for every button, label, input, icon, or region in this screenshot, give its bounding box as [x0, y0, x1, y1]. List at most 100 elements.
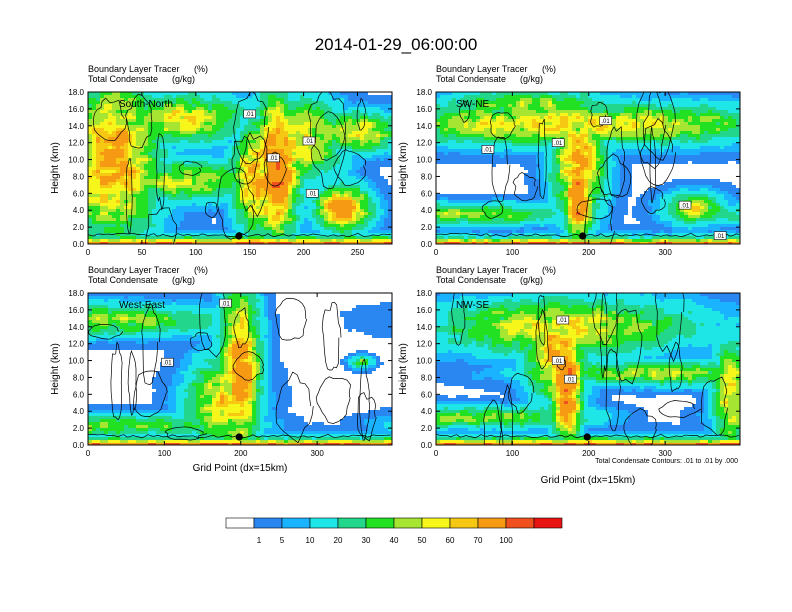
heat-cell: [116, 197, 120, 200]
heat-cell: [116, 152, 120, 155]
heat-cell: [448, 101, 452, 104]
heat-cell: [356, 152, 360, 155]
heat-cell: [344, 155, 348, 158]
heat-cell: [364, 98, 368, 101]
y-tick-label: 6.0: [73, 189, 85, 198]
heat-cell: [384, 218, 388, 221]
heat-cell: [148, 164, 152, 167]
heat-cell: [332, 215, 336, 218]
heat-cell: [352, 146, 356, 149]
x-tick-label: 150: [243, 248, 257, 257]
heat-cell: [176, 200, 180, 203]
heat-cell: [252, 230, 256, 233]
heat-cell: [104, 140, 108, 143]
heat-cell: [316, 122, 320, 125]
heat-cell: [180, 128, 184, 131]
heat-cell: [180, 221, 184, 224]
heat-cell: [208, 182, 212, 185]
heat-cell: [196, 233, 200, 236]
heat-cell: [340, 158, 344, 161]
heat-cell: [272, 146, 276, 149]
heat-cell: [724, 119, 728, 122]
heat-cell: [376, 224, 380, 227]
heat-cell: [284, 200, 288, 203]
heat-cell: [260, 164, 264, 167]
heat-cell: [352, 128, 356, 131]
heat-cell: [224, 98, 228, 101]
heat-cell: [628, 107, 632, 110]
heat-cell: [212, 239, 216, 242]
heat-cell: [124, 143, 128, 146]
heat-cell: [88, 122, 92, 125]
heat-cell: [136, 110, 140, 113]
heat-cell: [180, 218, 184, 221]
heat-cell: [124, 134, 128, 137]
heat-cell: [220, 242, 224, 244]
heat-cell: [372, 194, 376, 197]
heat-cell: [116, 149, 120, 152]
heat-cell: [688, 110, 692, 113]
heat-cell: [288, 209, 292, 212]
heat-cell: [320, 209, 324, 212]
heat-cell: [220, 206, 224, 209]
heat-cell: [280, 200, 284, 203]
heat-cell: [224, 179, 228, 182]
heat-cell: [656, 119, 660, 122]
heat-cell: [652, 104, 656, 107]
heat-cell: [168, 212, 172, 215]
heat-cell: [376, 191, 380, 194]
heat-cell: [180, 209, 184, 212]
heat-cell: [608, 128, 612, 131]
heat-cell: [320, 119, 324, 122]
heat-cell: [368, 197, 372, 200]
heat-cell: [100, 95, 104, 98]
heat-cell: [164, 224, 168, 227]
heat-cell: [372, 104, 376, 107]
heat-cell: [320, 203, 324, 206]
heat-cell: [208, 179, 212, 182]
heat-cell: [284, 230, 288, 233]
heat-cell: [200, 140, 204, 143]
heat-cell: [524, 122, 528, 125]
heat-cell: [584, 107, 588, 110]
heat-cell: [484, 116, 488, 119]
heat-cell: [144, 179, 148, 182]
heat-cell: [312, 173, 316, 176]
heat-cell: [336, 227, 340, 230]
heat-cell: [380, 98, 384, 101]
heat-cell: [308, 203, 312, 206]
heat-cell: [300, 110, 304, 113]
heat-cell: [508, 110, 512, 113]
heat-cell: [256, 107, 260, 110]
heat-cell: [192, 98, 196, 101]
heat-cell: [672, 119, 676, 122]
heat-cell: [472, 128, 476, 131]
heat-cell: [116, 233, 120, 236]
heat-cell: [280, 236, 284, 239]
heat-cell: [356, 119, 360, 122]
heat-cell: [328, 143, 332, 146]
heat-cell: [200, 218, 204, 221]
heat-cell: [640, 92, 644, 95]
heat-cell: [376, 188, 380, 191]
heat-cell: [500, 107, 504, 110]
heat-cell: [364, 152, 368, 155]
heat-cell: [204, 95, 208, 98]
heat-cell: [180, 104, 184, 107]
heat-cell: [320, 197, 324, 200]
heat-cell: [120, 185, 124, 188]
heat-cell: [112, 230, 116, 233]
heat-cell: [560, 95, 564, 98]
heat-cell: [128, 236, 132, 239]
heat-cell: [364, 242, 368, 244]
heat-cell: [268, 200, 272, 203]
heat-cell: [652, 125, 656, 128]
heat-cell: [116, 158, 120, 161]
contour-label-box: [243, 109, 257, 119]
heat-cell: [220, 161, 224, 164]
heat-cell: [296, 143, 300, 146]
heat-cell: [160, 92, 164, 95]
heat-cell: [124, 104, 128, 107]
heat-cell: [376, 239, 380, 242]
heat-cell: [280, 215, 284, 218]
